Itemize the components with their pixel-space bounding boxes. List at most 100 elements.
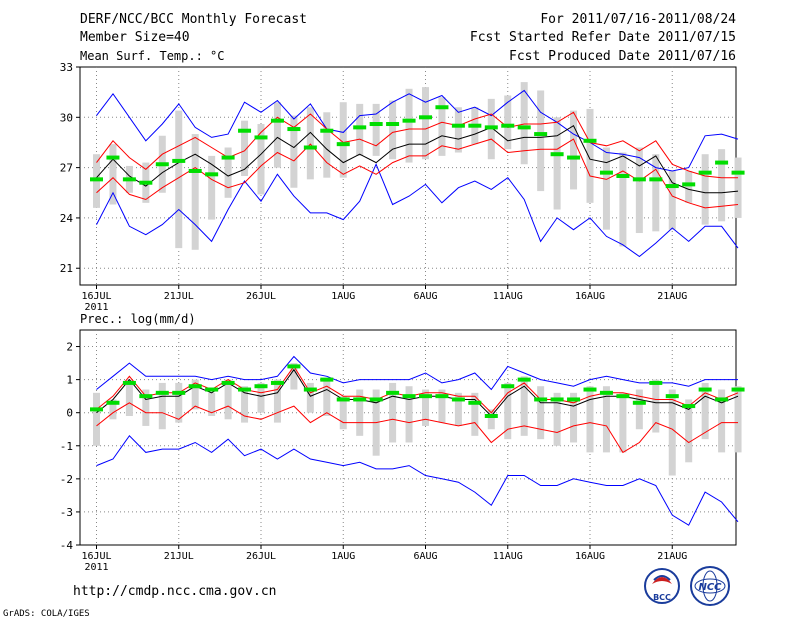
- prec-median-marker: [353, 397, 367, 402]
- temp-median-marker: [731, 170, 745, 175]
- prec-median-marker: [583, 387, 597, 392]
- prec-median-marker: [484, 414, 498, 418]
- temperature-panel: 16JUL 21JUL 26JUL 1AUG 6AUG 11AUG 16AUG 21AUG 20…: [60, 61, 745, 313]
- prec-spread-bar: [570, 392, 578, 443]
- prec-mean-line: [96, 368, 739, 417]
- temp-spread-bar: [685, 170, 693, 203]
- temp-median-marker: [599, 170, 613, 175]
- prec-spread-bar: [685, 399, 693, 463]
- temp-median-marker: [435, 105, 449, 110]
- prec-median-marker: [287, 364, 301, 369]
- temp-median-marker: [419, 115, 432, 120]
- prec-spread-bar: [520, 376, 528, 436]
- temp-spread-bar: [290, 115, 298, 188]
- prec-spread-bar: [306, 382, 314, 413]
- temp-median-marker: [534, 132, 548, 137]
- grads-credit: GrADS: COLA/IGES: [3, 609, 90, 618]
- temp-spread-bar: [356, 103, 364, 156]
- prec-spread-bar: [125, 379, 133, 416]
- temp-spread-bar: [734, 157, 742, 218]
- fcst-started-date: Fcst Started Refer Date 2011/07/15: [470, 30, 736, 45]
- temp-spread-bar: [241, 120, 249, 176]
- prec-median-marker: [238, 387, 252, 392]
- ncc-logo-orbit-vertical: [702, 570, 718, 602]
- ncc-logo-ring: [690, 566, 730, 606]
- prec-median-marker: [172, 390, 186, 395]
- prec-spread-bar: [273, 379, 281, 423]
- temp-median-marker: [616, 174, 630, 178]
- prec-x-tick-label: 21AUG: [657, 551, 687, 562]
- temp-y-tick-label: 27: [60, 162, 73, 175]
- temp-spread-bar: [718, 149, 726, 222]
- prec-spread-bar: [487, 409, 495, 430]
- temp-median-marker: [386, 122, 400, 127]
- footer-url[interactable]: http://cmdp.ncc.cma.gov.cn: [73, 584, 277, 599]
- temp-x-tick-label: 1AUG: [331, 291, 355, 302]
- prec-y-tick-label: 1: [66, 374, 73, 387]
- prec-spread-bar: [701, 382, 709, 440]
- fcst-produced-date: Fcst Produced Date 2011/07/16: [509, 49, 736, 64]
- prec-spread-bar: [142, 389, 150, 426]
- prec-spread-bar: [553, 392, 561, 446]
- prec-x-tick-label: 16JUL: [81, 551, 111, 562]
- temp-spread-bar: [619, 152, 627, 247]
- figure-title: DERF/NCC/BCC Monthly Forecast: [80, 12, 307, 27]
- variable-label: Mean Surf. Temp.: °C: [80, 49, 225, 63]
- temp-median-marker: [484, 125, 498, 130]
- prec-x-tick-label: 11AUG: [493, 551, 523, 562]
- temp-x-year-label: 2011: [84, 302, 108, 313]
- temp-median-marker: [320, 128, 334, 133]
- prec-median-marker: [632, 400, 646, 405]
- prec-max-line: [96, 355, 738, 391]
- temp-x-tick-label: 21AUG: [657, 291, 687, 302]
- temp-median-marker: [139, 180, 153, 185]
- temp-spread-bar: [389, 100, 397, 160]
- temp-median-marker: [402, 118, 416, 123]
- temp-spread-bar: [553, 117, 561, 210]
- prec-median-marker: [517, 377, 531, 382]
- temp-min-line: [96, 163, 739, 258]
- temp-median-marker: [468, 123, 482, 128]
- prec-y-tick-label: 2: [66, 341, 73, 354]
- prec-median-marker: [205, 387, 219, 392]
- temp-spread-bar: [668, 170, 676, 230]
- temp-spread-bar: [175, 110, 183, 249]
- prec-median-marker: [550, 397, 564, 402]
- prec-median-marker: [106, 400, 120, 405]
- prec-spread-bar: [356, 389, 364, 436]
- temp-y-tick-label: 33: [60, 61, 73, 74]
- prec-x-tick-label: 1AUG: [331, 551, 355, 562]
- temp-median-marker: [254, 135, 268, 140]
- prec-median-marker: [155, 390, 169, 395]
- temp-spread-bar: [422, 87, 429, 160]
- temp-median-marker: [353, 125, 367, 130]
- prec-spread-bar: [734, 386, 742, 453]
- bcc-logo-ring: [644, 568, 680, 604]
- prec-spread-bar: [422, 389, 429, 426]
- prec-median-marker: [567, 397, 581, 402]
- temp-x-tick-label: 21JUL: [164, 291, 194, 302]
- prec-spread-bar: [224, 379, 232, 420]
- bcc-logo-text: BCC: [653, 593, 671, 602]
- temp-spread-bar: [438, 97, 446, 156]
- prec-x-tick-label: 6AUG: [413, 551, 437, 562]
- prec-median-marker: [90, 407, 103, 412]
- prec-x-tick-label: 26JUL: [246, 551, 276, 562]
- prec-y-tick-label: -1: [60, 440, 73, 453]
- prec-median-marker: [468, 400, 482, 405]
- temp-median-marker: [172, 158, 186, 163]
- prec-spread-bar: [537, 386, 545, 440]
- bcc-logo: BCC: [644, 568, 680, 604]
- prec-spread-bar: [652, 379, 660, 433]
- temp-median-marker: [567, 155, 581, 160]
- temp-median-marker: [303, 145, 317, 150]
- prec-median-marker: [682, 404, 696, 409]
- member-size: Member Size=40: [80, 30, 190, 45]
- temp-max-line: [96, 89, 739, 172]
- prec-spread-bar: [602, 386, 610, 453]
- temp-median-marker: [501, 123, 515, 128]
- prec-spread-bar: [389, 382, 397, 443]
- temp-median-marker: [583, 138, 597, 143]
- prec-spread-bar: [290, 363, 298, 390]
- temp-spread-bar: [109, 144, 117, 205]
